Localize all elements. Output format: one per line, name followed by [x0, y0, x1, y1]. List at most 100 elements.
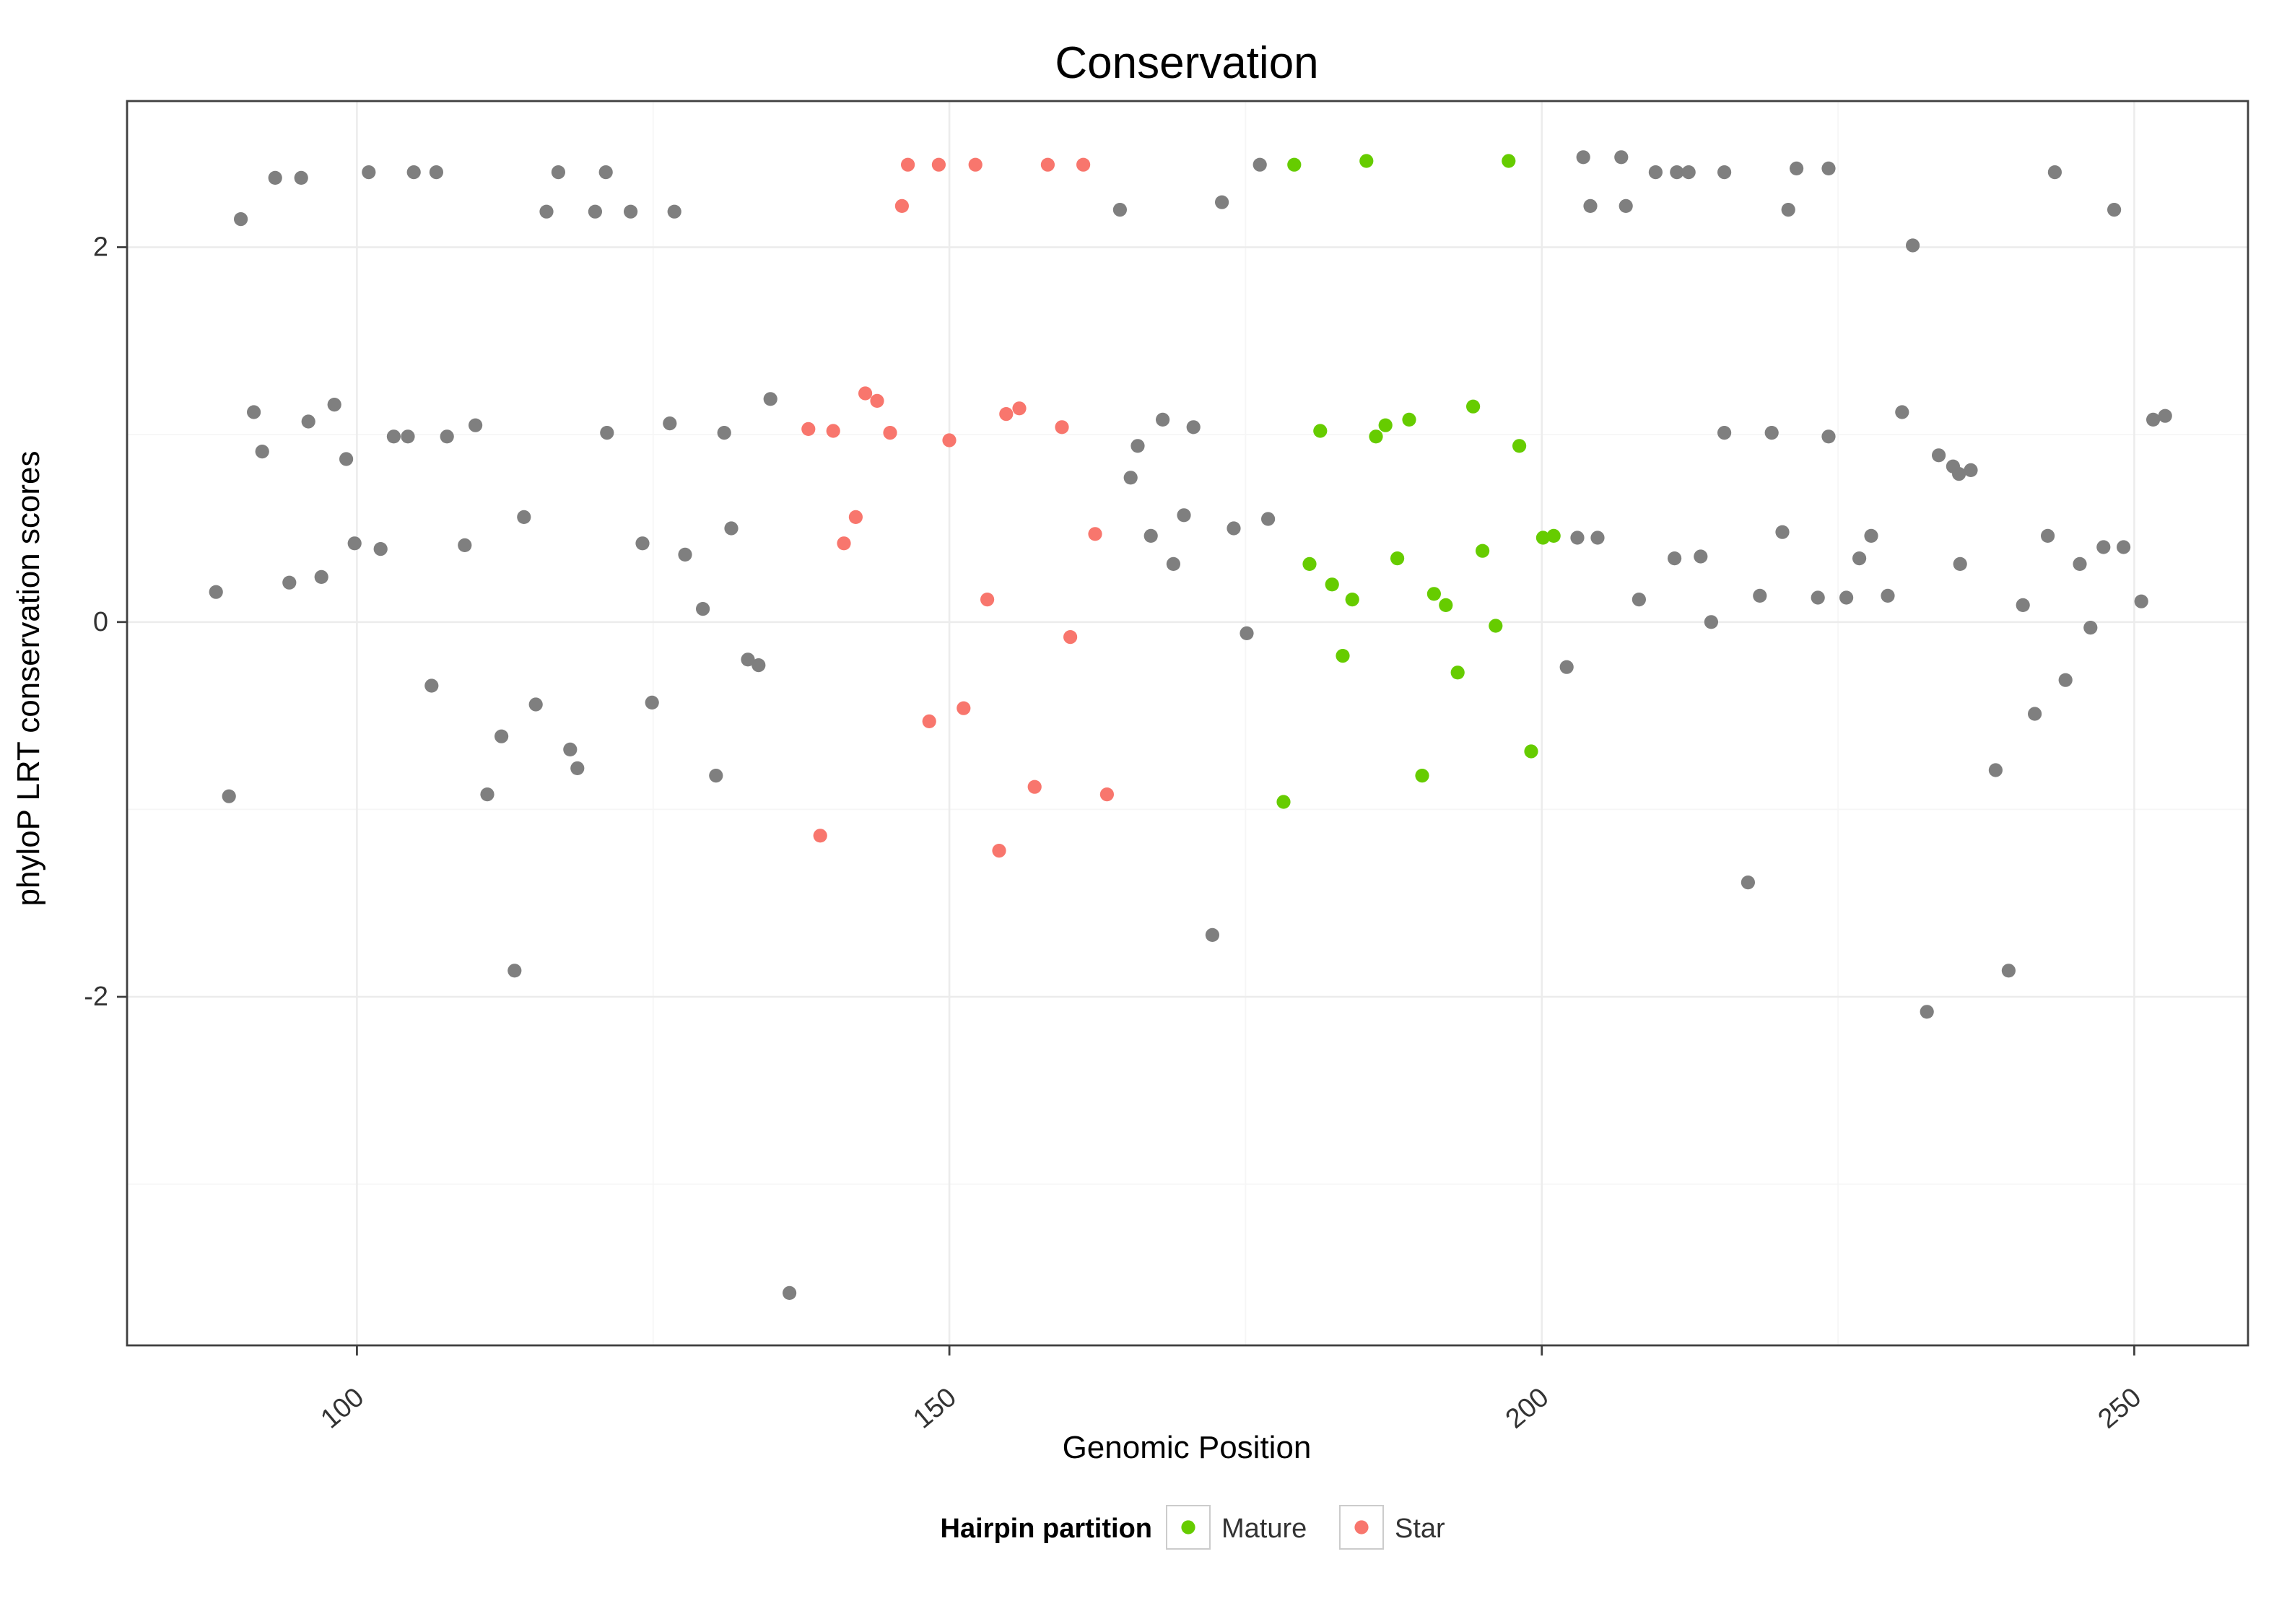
data-point-other: [429, 165, 444, 180]
data-point-other: [373, 542, 388, 556]
data-point-other: [1764, 426, 1779, 440]
data-point-other: [1741, 876, 1755, 890]
data-point-other: [1590, 531, 1605, 545]
data-point-other: [1156, 412, 1170, 427]
data-point-other: [1775, 525, 1790, 539]
data-point-star: [883, 426, 897, 440]
data-point-other: [2107, 203, 2122, 217]
data-point-other: [2134, 594, 2148, 608]
data-point-other: [2016, 598, 2030, 613]
data-point-other: [1619, 198, 1633, 213]
data-point-star: [848, 510, 863, 525]
data-point-other: [724, 521, 739, 536]
data-point-other: [1123, 471, 1138, 485]
data-point-other: [2146, 412, 2161, 427]
data-point-other: [2158, 409, 2172, 423]
data-point-mature: [1466, 399, 1481, 414]
data-point-other: [1668, 551, 1682, 566]
data-point-other: [339, 452, 354, 466]
data-point-other: [1240, 626, 1254, 641]
legend-key-dot: [1354, 1520, 1369, 1534]
data-point-other: [1253, 157, 1267, 172]
data-point-mature: [1450, 665, 1465, 680]
data-point-other: [440, 429, 454, 444]
data-point-other: [1215, 195, 1229, 209]
data-point-mature: [1325, 577, 1339, 592]
data-point-mature: [1276, 795, 1291, 809]
data-point-other: [495, 729, 509, 743]
data-point-mature: [1302, 556, 1317, 572]
data-point-other: [2028, 707, 2042, 721]
data-point-other: [386, 429, 401, 444]
data-point-other: [1953, 556, 1967, 572]
data-point-other: [247, 405, 261, 419]
data-point-other: [1717, 165, 1732, 180]
data-point-other: [1570, 531, 1585, 545]
data-point-star: [813, 829, 827, 843]
data-point-mature: [1476, 543, 1490, 558]
data-point-other: [752, 658, 766, 673]
data-point-mature: [1287, 157, 1302, 172]
data-point-other: [1988, 763, 2003, 777]
x-tick-label: 200: [1500, 1382, 1555, 1435]
data-point-other: [209, 585, 223, 599]
data-point-other: [1864, 528, 1878, 543]
data-point-other: [600, 426, 614, 440]
data-point-other: [406, 165, 421, 180]
legend-key: [1166, 1505, 1211, 1550]
data-point-star: [999, 407, 1014, 422]
data-point-other: [551, 165, 566, 180]
data-point-other: [2047, 165, 2062, 180]
data-point-other: [401, 429, 415, 444]
legend-label: Mature: [1221, 1514, 1307, 1544]
data-point-mature: [1345, 593, 1359, 607]
data-point-other: [301, 414, 315, 429]
data-point-other: [1717, 426, 1732, 440]
data-point-mature: [1535, 531, 1550, 545]
data-point-other: [1881, 588, 1895, 603]
data-point-star: [1027, 780, 1042, 794]
data-point-other: [480, 787, 495, 802]
data-point-other: [717, 426, 731, 440]
data-point-star: [1055, 420, 1069, 435]
y-tick-label: 2: [93, 232, 108, 263]
data-point-other: [362, 165, 376, 180]
data-point-other: [539, 204, 554, 219]
data-point-other: [2083, 621, 2098, 635]
data-point-mature: [1489, 619, 1503, 633]
data-point-star: [992, 844, 1006, 858]
y-tick-label: 0: [93, 607, 108, 637]
data-point-other: [783, 1285, 797, 1300]
data-point-other: [234, 212, 248, 227]
data-point-other: [1704, 615, 1718, 629]
data-point-mature: [1359, 154, 1374, 168]
y-axis-label: phyloP LRT conservation scores: [11, 450, 46, 906]
data-point-other: [424, 678, 439, 693]
data-point-star: [931, 157, 946, 172]
data-point-star: [837, 536, 851, 551]
data-point-other: [1186, 420, 1201, 435]
x-tick-label: 150: [907, 1382, 962, 1435]
data-point-other: [709, 769, 723, 783]
data-point-star: [801, 422, 816, 437]
data-point-other: [294, 170, 308, 185]
data-point-other: [678, 547, 692, 562]
data-point-other: [1781, 203, 1795, 217]
data-point-other: [570, 761, 585, 775]
data-point-other: [1852, 551, 1867, 566]
data-point-other: [1131, 439, 1145, 453]
data-point-mature: [1402, 412, 1416, 427]
data-point-mature: [1524, 744, 1538, 759]
data-point-other: [2041, 528, 2055, 543]
data-point-star: [968, 157, 983, 172]
data-point-other: [1576, 150, 1590, 165]
data-point-other: [268, 170, 282, 185]
data-point-other: [1670, 165, 1684, 180]
data-point-mature: [1313, 424, 1328, 438]
data-point-mature: [1369, 429, 1383, 444]
data-point-star: [1076, 157, 1091, 172]
legend-key-dot: [1181, 1520, 1195, 1534]
data-point-mature: [1546, 528, 1561, 543]
